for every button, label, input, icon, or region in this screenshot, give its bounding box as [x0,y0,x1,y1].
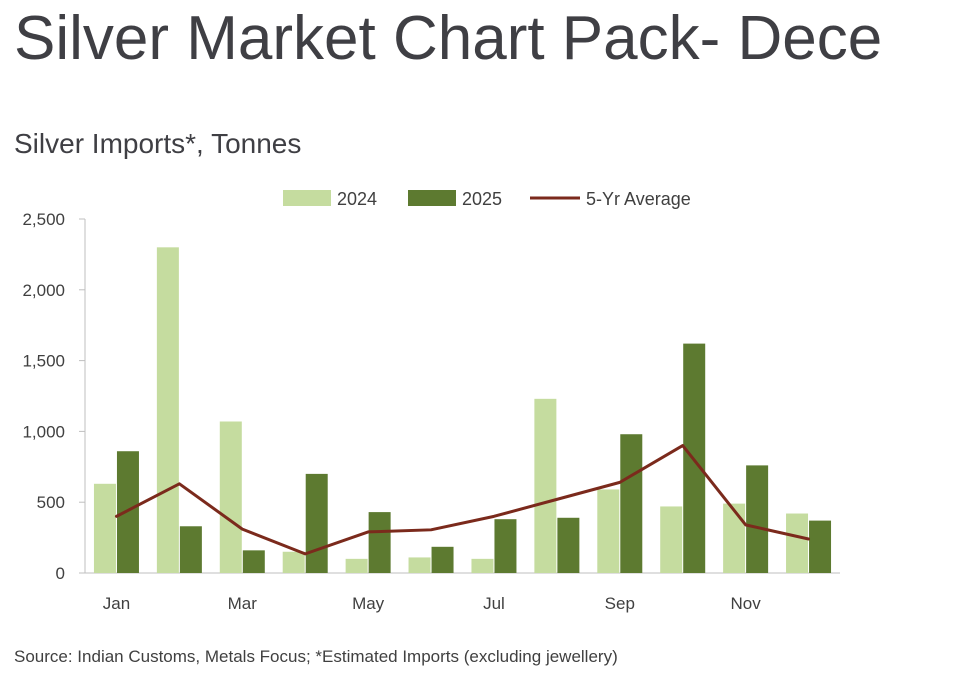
x-tick-label: Sep [605,594,635,613]
bar-2024-may [345,558,368,573]
chart-title: Silver Imports*, Tonnes [14,128,302,159]
x-tick-label: Nov [731,594,762,613]
bar-2024-dec [786,513,809,573]
bar-2024-nov [723,503,746,573]
bar-2025-jun [431,546,454,573]
y-axis: 0 500 1,000 1,500 2,000 2,500 [22,210,86,583]
x-tick-label: Mar [228,594,258,613]
y-tick-label: 2,000 [22,281,65,300]
bar-2025-jan [116,451,139,573]
bar-2025-feb [179,526,202,573]
legend-label-2024: 2024 [337,189,377,209]
bar-2025-may [368,512,391,573]
bar-2024-feb [156,247,179,573]
bar-2024-apr [282,551,305,573]
bar-2025-sep [620,434,643,573]
bar-2025-mar [242,550,265,573]
bar-2025-aug [557,517,580,573]
x-tick-label: Jul [483,594,505,613]
bar-2024-jan [93,483,116,573]
y-tick-label: 1,500 [22,352,65,371]
bar-2024-oct [660,506,683,573]
bar-series [93,247,832,573]
source-note: Source: Indian Customs, Metals Focus; *E… [14,647,618,666]
legend-label-average: 5-Yr Average [586,189,691,209]
bar-2025-jul [494,519,517,573]
legend-swatch-2024 [283,190,331,206]
bar-2025-apr [305,473,328,573]
bar-2025-dec [809,520,832,573]
imports-chart: 2024 2025 5-Yr Average 0 500 1,000 1,500 2,000… [22,189,840,613]
bar-2024-jun [408,557,431,573]
y-tick-label: 500 [37,493,65,512]
legend-swatch-2025 [408,190,456,206]
y-tick-label: 2,500 [22,210,65,229]
bar-2024-jul [471,558,494,573]
y-tick-label: 1,000 [22,422,65,441]
page-title: Silver Market Chart Pack- Dece [14,4,883,73]
x-tick-label: Jan [103,594,130,613]
bar-2024-mar [219,421,242,573]
x-axis: Jan Mar May Jul Sep Nov [85,572,840,613]
bar-2024-aug [534,398,557,573]
legend-label-2025: 2025 [462,189,502,209]
average-line-series [114,444,811,556]
chart-legend: 2024 2025 5-Yr Average [283,189,691,209]
y-tick-label: 0 [56,564,65,583]
bar-2024-sep [597,489,620,573]
line-5yr-average [114,444,811,556]
bar-2025-nov [746,465,769,573]
x-tick-label: May [352,594,385,613]
